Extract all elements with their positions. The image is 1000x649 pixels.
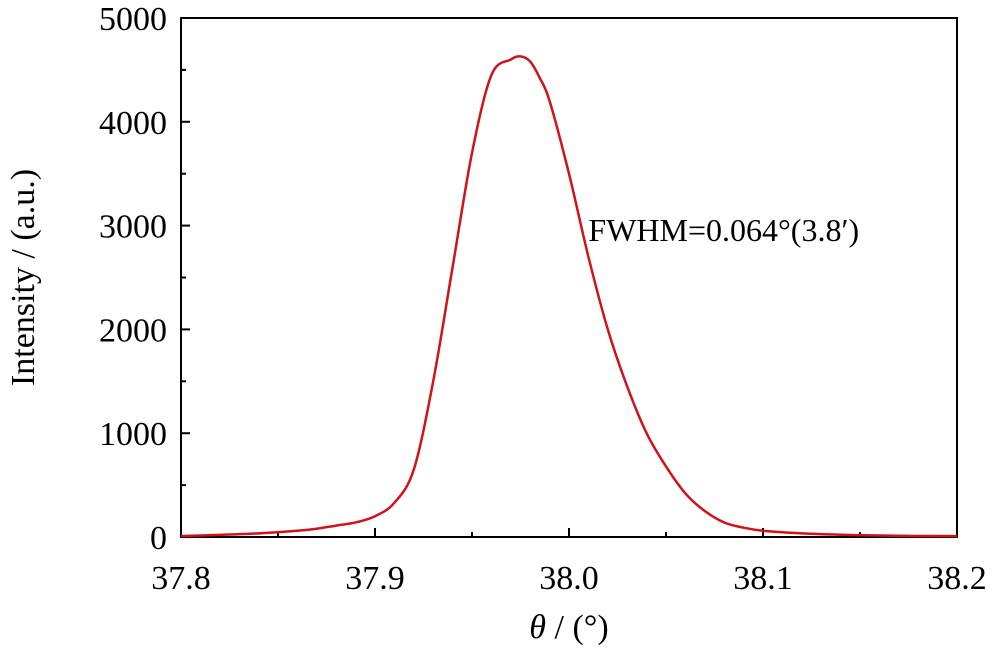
plot-frame — [180, 17, 958, 538]
axis-ticks — [180, 17, 958, 538]
x-tick-label: 37.9 — [345, 560, 405, 597]
y-axis-title: Intensity / (a.u.) — [5, 169, 42, 386]
y-tick-label: 0 — [150, 520, 167, 557]
series-line — [180, 55, 958, 538]
y-tick-label: 5000 — [99, 1, 167, 38]
x-axis-title: θ / (°) — [529, 609, 608, 646]
y-tick-label: 2000 — [99, 312, 167, 349]
x-tick-label: 37.8 — [151, 560, 211, 597]
y-tick-label: 3000 — [99, 209, 167, 246]
x-axis-unit: / (°) — [546, 609, 609, 646]
y-tick-label: 4000 — [99, 105, 167, 142]
fwhm-annotation: FWHM=0.064°(3.8′) — [588, 212, 859, 248]
x-tick-label: 38.0 — [539, 560, 599, 597]
y-tick-label: 1000 — [99, 416, 167, 453]
x-tick-label: 38.2 — [927, 560, 987, 597]
x-axis-symbol: θ — [529, 609, 546, 646]
axis-tick-labels: 37.8 37.9 38.0 38.1 38.2 0 1000 2000 3000 4000 500… — [99, 1, 987, 597]
x-tick-label: 38.1 — [733, 560, 793, 597]
